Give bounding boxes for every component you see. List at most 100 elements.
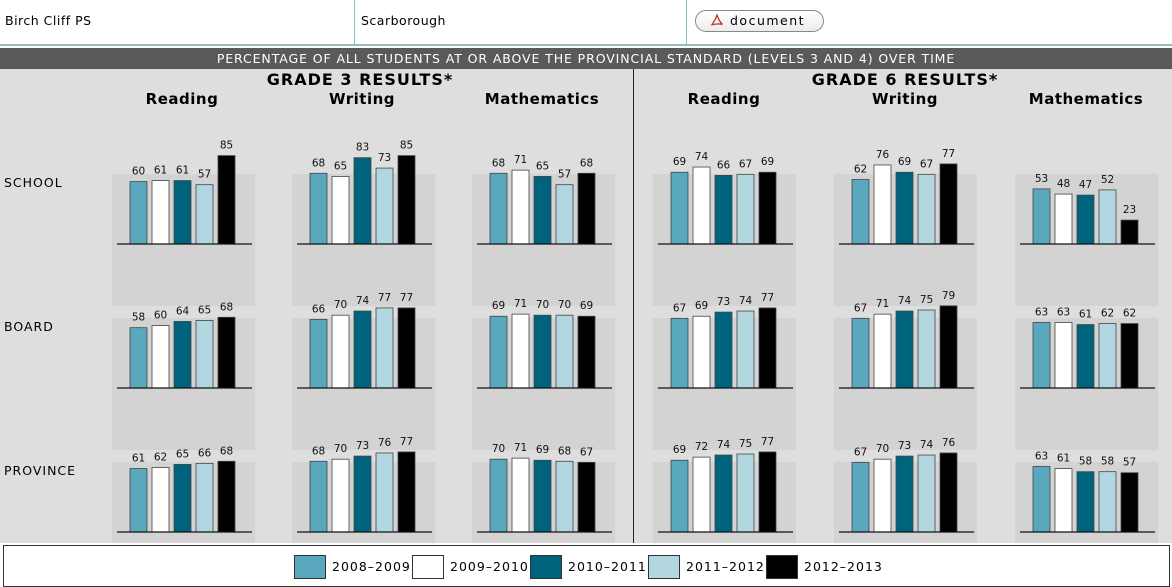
bar <box>309 172 328 245</box>
bar-value-label: 65 <box>176 448 189 460</box>
bar <box>555 314 574 389</box>
bar <box>714 454 733 533</box>
bar <box>353 455 372 533</box>
bar <box>173 180 192 245</box>
bar <box>577 461 596 533</box>
bar-value-label: 75 <box>739 438 752 450</box>
subject-title: Reading <box>145 90 219 108</box>
bar <box>692 315 711 389</box>
bar <box>1054 468 1073 533</box>
bar <box>331 314 350 389</box>
legend-swatch <box>294 555 326 579</box>
bar <box>1032 188 1051 245</box>
bar-value-label: 76 <box>876 149 890 161</box>
bar-value-label: 73 <box>898 440 911 452</box>
bar <box>173 463 192 533</box>
bar-value-label: 69 <box>673 444 686 456</box>
document-button[interactable]: document <box>695 10 824 32</box>
bar <box>151 325 170 389</box>
bar-value-label: 23 <box>1123 204 1136 216</box>
results-panel: PERCENTAGE OF ALL STUDENTS AT OR ABOVE T… <box>0 48 1172 543</box>
bar <box>489 172 508 245</box>
bar-value-label: 68 <box>312 157 325 169</box>
bar <box>917 173 936 245</box>
bar <box>736 453 755 533</box>
bar-value-label: 74 <box>717 439 731 451</box>
bar-value-label: 63 <box>1057 306 1070 318</box>
bar <box>217 316 236 389</box>
bar <box>1120 323 1139 389</box>
results-banner: PERCENTAGE OF ALL STUDENTS AT OR ABOVE T… <box>0 48 1172 69</box>
bar <box>1054 322 1073 389</box>
bar-value-label: 58 <box>1079 456 1092 468</box>
legend-swatch <box>766 555 798 579</box>
subject-title: Reading <box>687 90 761 108</box>
bar <box>217 155 236 245</box>
bar <box>736 310 755 389</box>
bar <box>555 460 574 533</box>
bar-value-label: 57 <box>558 169 571 181</box>
bar-value-label: 58 <box>1101 456 1114 468</box>
bar-value-label: 73 <box>378 152 391 164</box>
legend-label: 2011–2012 <box>686 559 765 574</box>
bar <box>375 167 394 245</box>
bar <box>555 184 574 245</box>
header-divider <box>354 0 355 44</box>
bar-value-label: 68 <box>580 157 593 169</box>
bar <box>1098 189 1117 245</box>
bar-value-label: 77 <box>378 292 391 304</box>
bar-value-label: 75 <box>920 294 933 306</box>
bar <box>1120 472 1139 533</box>
row-label-school: SCHOOL <box>4 175 63 190</box>
results-charts: 60 61 61 57 85 58 60 64 65 68 61 62 65 66 68 68 65 83 73 85… <box>112 140 1158 543</box>
row-label-province: PROVINCE <box>4 463 77 478</box>
bar-value-label: 60 <box>132 166 145 178</box>
bar-value-label: 64 <box>176 305 190 317</box>
bar <box>758 171 777 245</box>
bar-value-label: 58 <box>132 312 145 324</box>
subject-title: Writing <box>871 90 939 108</box>
bar-value-label: 61 <box>132 453 145 465</box>
bar <box>895 310 914 389</box>
bar-value-label: 71 <box>876 298 889 310</box>
bar <box>670 459 689 533</box>
bar-value-label: 66 <box>717 159 731 171</box>
bar <box>736 173 755 245</box>
bar-value-label: 69 <box>761 156 774 168</box>
bar <box>895 455 914 533</box>
bar-value-label: 77 <box>761 436 774 448</box>
bar <box>1076 194 1095 245</box>
bar <box>670 171 689 245</box>
bar-value-label: 77 <box>942 148 955 160</box>
bar <box>353 310 372 389</box>
bar-value-label: 67 <box>673 302 686 314</box>
bar-value-label: 70 <box>492 443 505 455</box>
bar-value-label: 76 <box>942 437 956 449</box>
bar-value-label: 67 <box>854 446 867 458</box>
legend: 2008–2009 2009–2010 2010–2011 2011–2012 … <box>3 545 1170 587</box>
bar-value-label: 69 <box>580 300 593 312</box>
bar <box>489 458 508 533</box>
subject-title: Mathematics <box>484 90 600 108</box>
legend-swatch <box>412 555 444 579</box>
bar <box>195 184 214 245</box>
document-label: document <box>730 13 806 28</box>
bar-value-label: 74 <box>920 439 934 451</box>
bar-value-label: 62 <box>154 452 167 464</box>
bar-value-label: 52 <box>1101 174 1114 186</box>
bar-value-label: 76 <box>378 437 392 449</box>
bar-value-label: 70 <box>558 299 571 311</box>
bar-value-label: 68 <box>312 445 325 457</box>
bar-value-label: 61 <box>1057 453 1070 465</box>
bar-value-label: 68 <box>220 445 233 457</box>
bar <box>533 314 552 389</box>
bar <box>692 456 711 533</box>
legend-swatch <box>648 555 680 579</box>
bar-value-label: 61 <box>154 165 167 177</box>
header-rule <box>0 44 1172 46</box>
grade3-title: GRADE 3 RESULTS* <box>266 70 454 89</box>
bar-value-label: 65 <box>198 304 211 316</box>
bar <box>511 313 530 389</box>
bar <box>397 451 416 533</box>
bar-value-label: 67 <box>854 302 867 314</box>
